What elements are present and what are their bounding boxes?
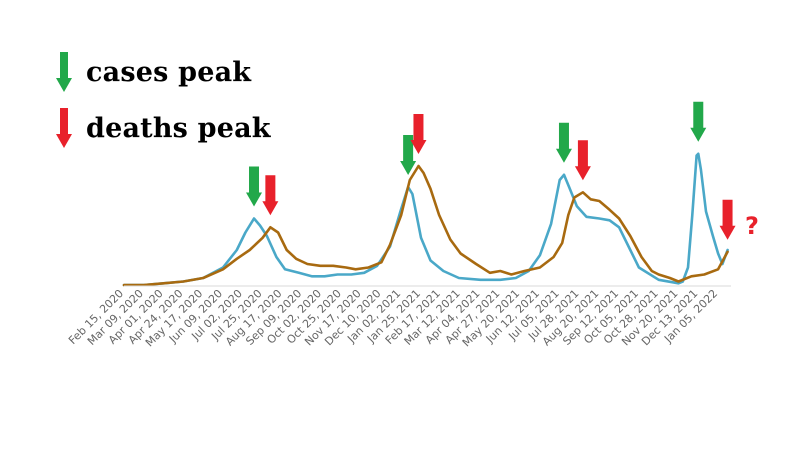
- deaths-peak-arrow-icon: [262, 175, 279, 216]
- deaths-peak-arrow-icon: [719, 199, 736, 240]
- legend-cases-arrow-shape: [56, 52, 72, 92]
- legend-deaths-arrow-shape: [56, 108, 72, 148]
- legend-cases-label: cases peak: [86, 56, 252, 88]
- cases-peak-arrow-icon: [555, 122, 572, 163]
- deaths-series-line: [122, 164, 729, 287]
- legend-deaths-peak: deaths peak: [56, 108, 271, 148]
- deaths-peak-arrow-icon: [410, 114, 427, 154]
- peak-markers: [246, 101, 736, 240]
- red-down-arrow-icon: [56, 108, 72, 148]
- cases-peak-arrow-icon: [246, 166, 263, 207]
- uncertain-peak-annotation: ?: [745, 212, 759, 240]
- legend-cases-peak: cases peak: [56, 52, 251, 92]
- deaths-peak-arrow-icon: [574, 140, 591, 181]
- plot-area: [122, 152, 729, 287]
- cases-series-line: [122, 152, 729, 287]
- legend-deaths-label: deaths peak: [86, 112, 271, 144]
- green-down-arrow-icon: [56, 52, 72, 92]
- cases-peak-arrow-icon: [690, 101, 707, 142]
- cases-peak-arrow-icon: [400, 135, 417, 175]
